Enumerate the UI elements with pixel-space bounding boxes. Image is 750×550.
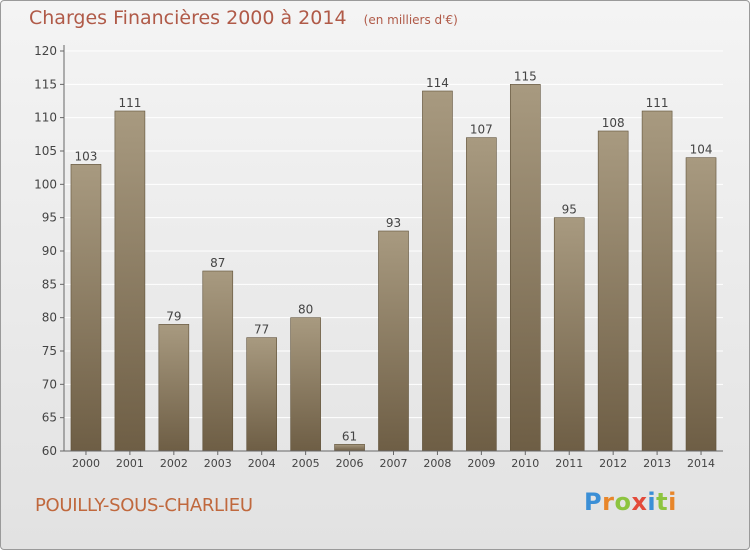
y-tick-label: 105 [34, 144, 57, 158]
bar [597, 130, 629, 452]
data-label: 107 [470, 123, 493, 137]
chart-subtitle: (en milliers d'€) [363, 13, 458, 27]
y-tick-label: 95 [42, 211, 57, 225]
x-tick-label: 2010 [511, 457, 539, 470]
x-tick-label: 2014 [687, 457, 715, 470]
data-label: 111 [646, 96, 669, 110]
y-tick-label: 120 [34, 44, 57, 58]
bar [334, 444, 365, 452]
logo-letter: P [584, 488, 603, 516]
y-tick-label: 85 [42, 277, 57, 291]
data-label: 115 [514, 69, 537, 83]
y-tick-label: 90 [42, 244, 57, 258]
bar [466, 137, 497, 452]
x-tick-label: 2001 [116, 457, 144, 470]
x-tick-label: 2002 [160, 457, 188, 470]
proxiti-logo: Proxiti [584, 488, 677, 516]
place-name: POUILLY-SOUS-CHARLIEU [35, 495, 253, 516]
bar [378, 230, 409, 452]
x-tick-label: 2008 [423, 457, 451, 470]
bar [685, 157, 717, 452]
data-label: 104 [690, 143, 713, 157]
y-tick-label: 70 [42, 377, 57, 391]
bar [70, 164, 102, 452]
data-label: 103 [75, 149, 98, 163]
data-label: 93 [386, 216, 401, 230]
y-tick-label: 115 [34, 77, 57, 91]
bar [246, 337, 277, 452]
logo-letter: t [656, 488, 669, 516]
y-tick-label: 100 [34, 177, 57, 191]
y-tick-label: 80 [42, 311, 57, 325]
x-tick-label: 2000 [72, 457, 100, 470]
data-label: 95 [562, 203, 577, 217]
x-tick-label: 2007 [380, 457, 408, 470]
x-tick-label: 2005 [292, 457, 320, 470]
data-label: 108 [602, 116, 625, 130]
bar [158, 324, 190, 452]
bar [202, 270, 234, 452]
data-label: 80 [298, 303, 313, 317]
bar [422, 90, 453, 452]
bar [290, 317, 321, 452]
bar [641, 110, 673, 452]
x-tick-label: 2006 [336, 457, 364, 470]
data-label: 61 [342, 429, 357, 443]
y-tick-label: 60 [42, 444, 57, 458]
y-tick-label: 110 [34, 111, 57, 125]
data-label: 77 [254, 323, 269, 337]
bar [114, 110, 146, 452]
x-tick-label: 2009 [467, 457, 495, 470]
logo-letter: o [614, 488, 632, 516]
x-tick-label: 2011 [555, 457, 583, 470]
chart-title: Charges Financières 2000 à 2014 [29, 7, 347, 29]
chart-title-block: Charges Financières 2000 à 2014 (en mill… [29, 7, 458, 29]
x-tick-label: 2013 [643, 457, 671, 470]
y-tick-label: 65 [42, 411, 57, 425]
x-tick-label: 2004 [248, 457, 276, 470]
x-tick-label: 2012 [599, 457, 627, 470]
logo-letter: x [631, 488, 648, 516]
data-label: 114 [426, 76, 449, 90]
logo-letter: i [668, 488, 677, 516]
bar [509, 84, 541, 452]
data-label: 87 [210, 256, 225, 270]
data-label: 111 [118, 96, 141, 110]
logo-letter: r [602, 488, 615, 516]
logo-letter: i [647, 488, 657, 516]
bar [553, 217, 585, 452]
x-tick-label: 2003 [204, 457, 232, 470]
data-label: 79 [166, 309, 181, 323]
y-tick-label: 75 [42, 344, 57, 358]
